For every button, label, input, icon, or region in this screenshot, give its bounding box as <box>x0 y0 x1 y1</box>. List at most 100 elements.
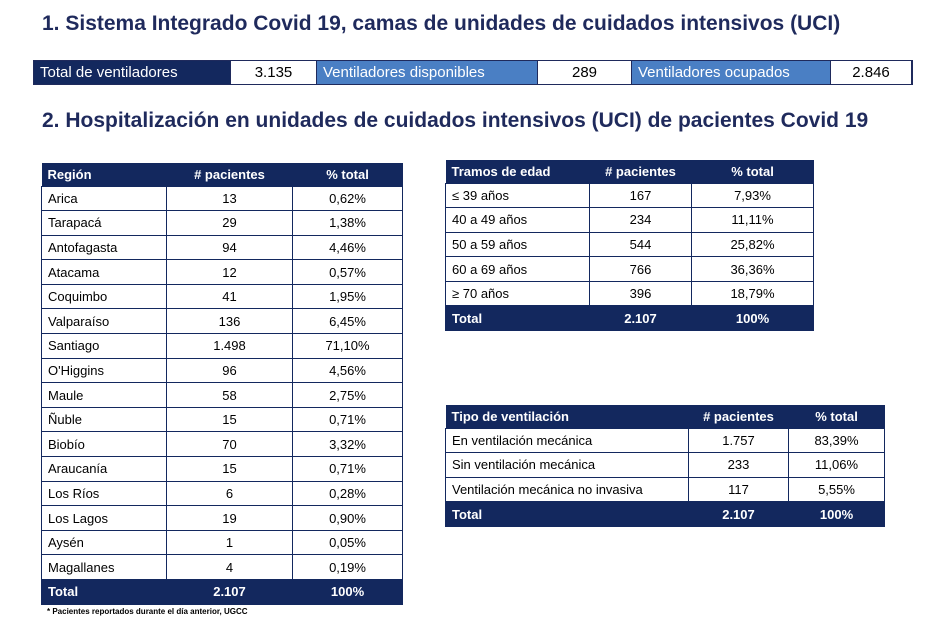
table-row: Arica 13 0,62% <box>41 185 403 212</box>
available-ventilators-value: 289 <box>537 61 632 84</box>
table-row: Magallanes 4 0,19% <box>41 554 403 580</box>
total-patients: 2.107 <box>589 305 692 332</box>
table-row: O'Higgins 96 4,56% <box>41 357 403 384</box>
table-row: ≤ 39 años 167 7,93% <box>445 182 814 209</box>
row-percent: 11,11% <box>691 207 814 233</box>
row-label: 40 a 49 años <box>445 207 590 233</box>
table-row: Aysén 1 0,05% <box>41 529 403 556</box>
table-row: Ventilación mecánica no invasiva 117 5,55% <box>445 476 885 503</box>
row-label: Sin ventilación mecánica <box>445 452 689 478</box>
total-patients: 2.107 <box>688 501 789 527</box>
row-patients: 70 <box>166 431 293 458</box>
row-percent: 0,90% <box>292 505 403 531</box>
total-percent: 100% <box>788 501 885 527</box>
row-percent: 4,56% <box>292 357 403 384</box>
row-percent: 1,95% <box>292 283 403 310</box>
occupied-ventilators-value: 2.846 <box>830 61 912 84</box>
row-patients: 1.498 <box>166 333 293 359</box>
row-patients: 4 <box>166 554 293 580</box>
section2-title: 2. Hospitalización en unidades de cuidad… <box>42 109 869 132</box>
row-label: 60 a 69 años <box>445 256 590 282</box>
row-percent: 7,93% <box>691 182 814 209</box>
table-row: Los Lagos 19 0,90% <box>41 505 403 531</box>
row-label: Magallanes <box>41 554 167 580</box>
row-percent: 3,32% <box>292 431 403 458</box>
row-label: 50 a 59 años <box>445 231 590 258</box>
row-label: Araucanía <box>41 456 167 482</box>
table-row: 40 a 49 años 234 11,11% <box>445 207 814 233</box>
row-percent: 6,45% <box>292 308 403 335</box>
total-label: Total <box>445 501 689 527</box>
table-row: Ñuble 15 0,71% <box>41 406 403 433</box>
total-row: Total 2.107 100% <box>445 501 885 527</box>
section1-title: 1. Sistema Integrado Covid 19, camas de … <box>42 12 841 35</box>
row-percent: 0,71% <box>292 456 403 482</box>
row-percent: 0,05% <box>292 529 403 556</box>
row-patients: 13 <box>166 185 293 212</box>
row-percent: 1,38% <box>292 210 403 236</box>
row-label: Arica <box>41 185 167 212</box>
row-patients: 396 <box>589 280 692 307</box>
row-percent: 25,82% <box>691 231 814 258</box>
row-patients: 15 <box>166 456 293 482</box>
row-percent: 0,28% <box>292 480 403 507</box>
row-label: ≥ 70 años <box>445 280 590 307</box>
row-label: Los Ríos <box>41 480 167 507</box>
table-row: Tarapacá 29 1,38% <box>41 210 403 236</box>
ventilation-table: Tipo de ventilación # pacientes % total … <box>445 405 885 527</box>
row-percent: 36,36% <box>691 256 814 282</box>
table-row: Antofagasta 94 4,46% <box>41 234 403 261</box>
row-patients: 233 <box>688 452 789 478</box>
row-percent: 83,39% <box>788 427 885 454</box>
total-ventilators-label: Total de ventiladores <box>34 61 230 84</box>
region-table-header: Región # pacientes % total <box>41 163 403 186</box>
row-patients: 136 <box>166 308 293 335</box>
header-patients: # pacientes <box>688 405 789 428</box>
row-patients: 234 <box>589 207 692 233</box>
row-patients: 12 <box>166 259 293 285</box>
age-table-header: Tramos de edad # pacientes % total <box>445 160 814 183</box>
row-patients: 766 <box>589 256 692 282</box>
header-percent: % total <box>292 163 403 186</box>
row-patients: 544 <box>589 231 692 258</box>
row-percent: 0,57% <box>292 259 403 285</box>
total-percent: 100% <box>691 305 814 332</box>
row-percent: 71,10% <box>292 333 403 359</box>
footnote: * Pacientes reportados durante el día an… <box>47 607 248 616</box>
row-label: Maule <box>41 382 167 408</box>
row-label: O'Higgins <box>41 357 167 384</box>
total-percent: 100% <box>292 579 403 605</box>
row-percent: 4,46% <box>292 234 403 261</box>
header-region: Región <box>41 163 167 186</box>
table-row: Santiago 1.498 71,10% <box>41 333 403 359</box>
row-label: Coquimbo <box>41 283 167 310</box>
row-patients: 96 <box>166 357 293 384</box>
row-label: Antofagasta <box>41 234 167 261</box>
row-percent: 0,62% <box>292 185 403 212</box>
total-row: Total 2.107 100% <box>445 305 814 332</box>
row-label: Ñuble <box>41 406 167 433</box>
row-label: Valparaíso <box>41 308 167 335</box>
row-patients: 6 <box>166 480 293 507</box>
row-patients: 1 <box>166 529 293 556</box>
occupied-ventilators-label: Ventiladores ocupados <box>632 61 830 84</box>
total-patients: 2.107 <box>166 579 293 605</box>
row-patients: 58 <box>166 382 293 408</box>
table-row: Sin ventilación mecánica 233 11,06% <box>445 452 885 478</box>
row-patients: 19 <box>166 505 293 531</box>
table-row: ≥ 70 años 396 18,79% <box>445 280 814 307</box>
row-label: ≤ 39 años <box>445 182 590 209</box>
age-table: Tramos de edad # pacientes % total ≤ 39 … <box>445 160 814 332</box>
row-patients: 29 <box>166 210 293 236</box>
header-ventilation-type: Tipo de ventilación <box>445 405 689 428</box>
row-percent: 18,79% <box>691 280 814 307</box>
row-patients: 41 <box>166 283 293 310</box>
row-percent: 11,06% <box>788 452 885 478</box>
header-percent: % total <box>691 160 814 183</box>
ventilators-summary-bar: Total de ventiladores 3.135 Ventiladores… <box>33 60 913 85</box>
row-percent: 5,55% <box>788 476 885 503</box>
table-row: Valparaíso 136 6,45% <box>41 308 403 335</box>
row-label: Ventilación mecánica no invasiva <box>445 476 689 503</box>
total-row: Total 2.107 100% <box>41 579 403 605</box>
row-percent: 0,19% <box>292 554 403 580</box>
